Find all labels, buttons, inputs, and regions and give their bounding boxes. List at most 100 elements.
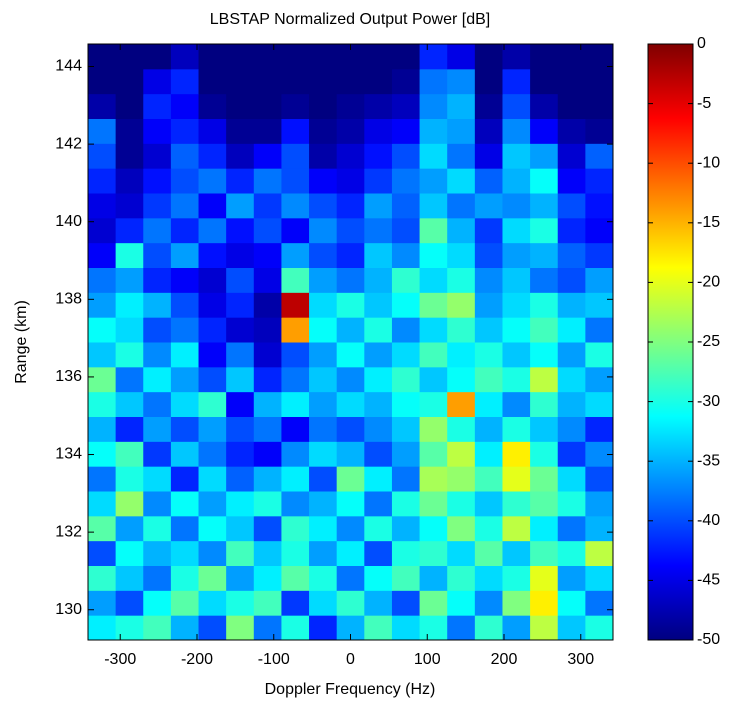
heatmap-cell bbox=[419, 68, 448, 95]
heatmap-cell bbox=[364, 391, 393, 417]
heatmap-cell bbox=[226, 317, 255, 343]
heatmap-cell bbox=[198, 292, 227, 318]
heatmap-cell bbox=[557, 143, 586, 169]
heatmap-cell bbox=[391, 267, 421, 293]
heatmap-cell bbox=[281, 168, 310, 194]
heatmap-cell bbox=[336, 193, 365, 219]
heatmap-cell bbox=[281, 242, 310, 268]
heatmap-cell bbox=[391, 93, 421, 119]
heatmap-cell bbox=[336, 416, 365, 442]
heatmap-cell bbox=[281, 267, 310, 293]
heatmap-cell bbox=[364, 118, 393, 144]
heatmap-cell bbox=[170, 168, 200, 194]
heatmap-cell bbox=[530, 466, 559, 492]
heatmap-cell bbox=[557, 466, 586, 492]
heatmap-cell bbox=[474, 342, 503, 368]
heatmap-cell bbox=[585, 391, 613, 417]
heatmap-cell bbox=[474, 366, 503, 393]
heatmap-cell bbox=[364, 342, 393, 368]
heatmap-cell bbox=[281, 342, 310, 368]
heatmap-cell bbox=[447, 441, 476, 467]
heatmap-cell bbox=[391, 441, 421, 467]
heatmap-cell bbox=[557, 342, 586, 368]
heatmap-cell bbox=[447, 193, 476, 219]
heatmap-cell bbox=[585, 93, 613, 119]
heatmap-cell bbox=[115, 317, 144, 343]
heatmap-cell bbox=[88, 68, 117, 95]
heatmap-cell bbox=[530, 44, 559, 70]
heatmap-cell bbox=[115, 292, 144, 318]
heatmap-cell bbox=[502, 565, 531, 591]
heatmap-cell bbox=[364, 615, 393, 640]
heatmap-cell bbox=[502, 540, 531, 566]
heatmap-cell bbox=[88, 565, 117, 591]
heatmap-cell bbox=[309, 68, 338, 95]
heatmap-cell bbox=[309, 441, 338, 467]
heatmap-cell bbox=[502, 267, 531, 293]
heatmap-cell bbox=[143, 193, 172, 219]
heatmap-cell bbox=[502, 242, 531, 268]
heatmap-cell bbox=[115, 168, 144, 194]
heatmap-cell bbox=[391, 416, 421, 442]
heatmap-cell bbox=[253, 416, 282, 442]
heatmap-cell bbox=[502, 292, 531, 318]
heatmap-cell bbox=[115, 217, 144, 244]
heatmap-cell bbox=[170, 242, 200, 268]
heatmap-cell bbox=[253, 118, 282, 144]
heatmap-cell bbox=[115, 68, 144, 95]
heatmap-cell bbox=[391, 68, 421, 95]
heatmap-cell bbox=[88, 540, 117, 566]
heatmap-cell bbox=[115, 515, 144, 542]
heatmap-cell bbox=[170, 615, 200, 640]
heatmap-cell bbox=[364, 68, 393, 95]
heatmap-cell bbox=[143, 342, 172, 368]
heatmap-cell bbox=[143, 44, 172, 70]
colorbar-tick-label: -25 bbox=[697, 333, 720, 350]
heatmap-cell bbox=[309, 242, 338, 268]
heatmap-cell bbox=[419, 441, 448, 467]
heatmap-cell bbox=[447, 466, 476, 492]
heatmap-cell bbox=[391, 193, 421, 219]
heatmap-cell bbox=[143, 416, 172, 442]
heatmap-cell bbox=[309, 565, 338, 591]
heatmap-cell bbox=[88, 615, 117, 640]
heatmap-cell bbox=[281, 515, 310, 542]
colorbar-tick-label: -35 bbox=[697, 452, 720, 469]
heatmap-cell bbox=[198, 615, 227, 640]
heatmap-cell bbox=[198, 366, 227, 393]
heatmap-cell bbox=[502, 441, 531, 467]
heatmap-cell bbox=[88, 416, 117, 442]
heatmap-cells bbox=[88, 44, 613, 640]
heatmap-cell bbox=[364, 416, 393, 442]
heatmap-cell bbox=[474, 93, 503, 119]
heatmap-cell bbox=[502, 615, 531, 640]
colorbar-tick-label: -30 bbox=[697, 393, 720, 410]
heatmap-cell bbox=[226, 93, 255, 119]
heatmap-cell bbox=[198, 466, 227, 492]
heatmap-cell bbox=[530, 441, 559, 467]
heatmap-cell bbox=[557, 590, 586, 616]
heatmap-cell bbox=[336, 565, 365, 591]
heatmap-cell bbox=[474, 143, 503, 169]
heatmap-cell bbox=[474, 292, 503, 318]
heatmap-cell bbox=[253, 168, 282, 194]
heatmap-cell bbox=[88, 143, 117, 169]
heatmap-cell bbox=[198, 68, 227, 95]
heatmap-cell bbox=[447, 44, 476, 70]
heatmap-cell bbox=[391, 366, 421, 393]
heatmap-cell bbox=[198, 118, 227, 144]
heatmap-cell bbox=[474, 168, 503, 194]
heatmap-cell bbox=[143, 68, 172, 95]
heatmap-cell bbox=[391, 317, 421, 343]
heatmap-cell bbox=[585, 416, 613, 442]
heatmap-cell bbox=[447, 118, 476, 144]
heatmap-cell bbox=[557, 565, 586, 591]
heatmap-cell bbox=[585, 44, 613, 70]
heatmap-cell bbox=[115, 242, 144, 268]
heatmap-cell bbox=[530, 68, 559, 95]
heatmap-cell bbox=[309, 193, 338, 219]
heatmap-cell bbox=[474, 491, 503, 517]
heatmap-cell bbox=[198, 242, 227, 268]
heatmap-cell bbox=[309, 515, 338, 542]
heatmap-cell bbox=[585, 565, 613, 591]
